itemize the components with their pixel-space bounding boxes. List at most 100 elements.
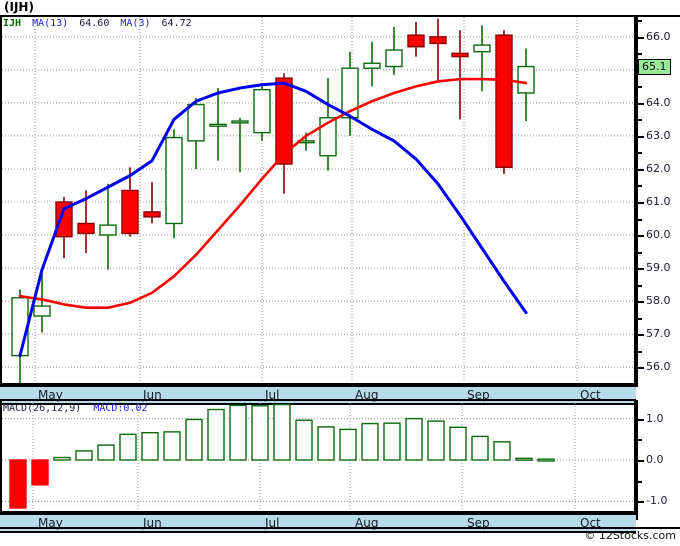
y-axis-label: 59.0: [646, 261, 671, 275]
y-axis-label: 58.0: [646, 294, 671, 308]
macd-bar: [427, 420, 445, 461]
candlestick: [407, 21, 425, 57]
month-label-price: Jul: [265, 388, 280, 402]
month-label-price: Aug: [355, 388, 379, 402]
macd-bar: [119, 433, 137, 461]
macd-y-axis-label: 1.0: [646, 411, 664, 425]
candlestick: [385, 26, 403, 75]
candlestick: [495, 30, 513, 174]
candlestick: [429, 18, 447, 82]
candlestick: [363, 41, 381, 87]
legend-ma13-key: MA(13): [32, 18, 69, 29]
page-title: (IJH): [4, 0, 34, 14]
y-axis-label: 64.0: [646, 95, 671, 109]
macd-y-axis: -1.0 0.0 1.0: [636, 400, 680, 520]
month-label-macd: Aug: [355, 516, 379, 530]
month-label-macd: Jun: [143, 516, 162, 530]
price-panel: [0, 17, 638, 387]
y-axis-minor-tick: [638, 20, 642, 23]
candlestick: [99, 183, 117, 270]
macd-y-axis-label: -1.0: [646, 494, 668, 508]
macd-axis-spine: [636, 400, 638, 520]
candlestick: [253, 83, 271, 141]
candlestick: [517, 48, 535, 122]
frame-macd-right: [634, 401, 636, 511]
candlestick: [451, 30, 469, 120]
price-plot: [2, 17, 636, 387]
macd-bar: [405, 417, 423, 461]
y-axis-minor-tick: [638, 218, 642, 221]
y-axis-minor-tick: [638, 86, 642, 89]
macd-bar: [31, 459, 49, 486]
title-bar: (IJH): [0, 0, 680, 17]
y-axis-minor-tick: [638, 185, 642, 188]
month-label-price: Jun: [143, 388, 162, 402]
ma13-line: [18, 81, 528, 358]
y-axis-label: 66.0: [646, 29, 671, 43]
macd-bar: [383, 422, 401, 461]
macd-bar: [251, 405, 269, 461]
macd-bar: [9, 459, 27, 509]
last-price-badge: 65.1: [638, 58, 671, 75]
macd-y-axis-tick: [638, 460, 644, 462]
macd-legend-value: MACD:0.02: [93, 403, 148, 414]
candlestick: [143, 182, 161, 224]
y-axis-tick: [638, 135, 644, 138]
frame-macd-left: [0, 401, 2, 511]
macd-y-axis-minor-tick: [638, 480, 642, 483]
macd-bar: [449, 426, 467, 461]
macd-bar: [537, 458, 555, 462]
candlestick: [209, 88, 227, 161]
month-label-price: Sep: [467, 388, 490, 402]
candlestick: [473, 25, 491, 92]
ma3-line: [18, 77, 528, 310]
macd-legend: MACD(26,12,9) MACD:0.02: [3, 403, 148, 414]
macd-bar: [339, 428, 357, 461]
frame-macd-bottom: [0, 511, 636, 513]
price-y-axis: 56.057.058.059.060.061.062.063.064.065.0…: [636, 17, 680, 387]
legend-ma3-val: 64.72: [161, 18, 192, 29]
y-axis-label: 60.0: [646, 228, 671, 242]
candlestick: [165, 129, 183, 239]
y-axis-tick: [638, 168, 644, 171]
legend-symbol: IJH: [3, 18, 22, 29]
macd-y-axis-tick: [638, 418, 644, 421]
macd-bar: [229, 404, 247, 461]
candlestick: [231, 117, 249, 173]
month-label-price: Oct: [580, 388, 601, 402]
candlestick: [275, 73, 293, 194]
macd-bar: [515, 457, 533, 461]
price-legend: IJH MA(13) 64.60 MA(3) 64.72: [3, 18, 197, 29]
frame-price-right: [634, 17, 636, 383]
legend-ma3-key: MA(3): [120, 18, 151, 29]
frame-price-bottom: [0, 383, 636, 385]
y-axis-minor-tick: [638, 119, 642, 122]
macd-bar: [75, 450, 93, 461]
candlestick: [121, 167, 139, 237]
macd-bar: [97, 444, 115, 461]
y-axis-tick: [638, 301, 644, 304]
macd-bar: [185, 418, 203, 461]
y-axis-tick: [638, 268, 644, 271]
y-axis-tick: [638, 36, 644, 39]
macd-bar: [163, 431, 181, 461]
y-axis-minor-tick: [638, 53, 642, 56]
y-axis-label: 61.0: [646, 195, 671, 208]
frame-top: [0, 15, 680, 17]
macd-bar: [361, 422, 379, 461]
y-axis-label: 56.0: [646, 360, 671, 374]
y-axis-tick: [638, 334, 644, 337]
price-axis-spine: [636, 17, 638, 387]
month-label-macd: Sep: [467, 516, 490, 530]
macd-bar: [471, 435, 489, 461]
month-label-macd: Jul: [265, 516, 280, 530]
candlestick: [319, 78, 337, 171]
candlestick: [341, 51, 359, 136]
macd-bar: [295, 419, 313, 461]
macd-bar: [141, 431, 159, 461]
macd-legend-label: MACD(26,12,9): [3, 403, 82, 414]
y-axis-minor-tick: [638, 350, 642, 353]
candlestick: [187, 97, 205, 169]
macd-bar: [273, 403, 291, 461]
